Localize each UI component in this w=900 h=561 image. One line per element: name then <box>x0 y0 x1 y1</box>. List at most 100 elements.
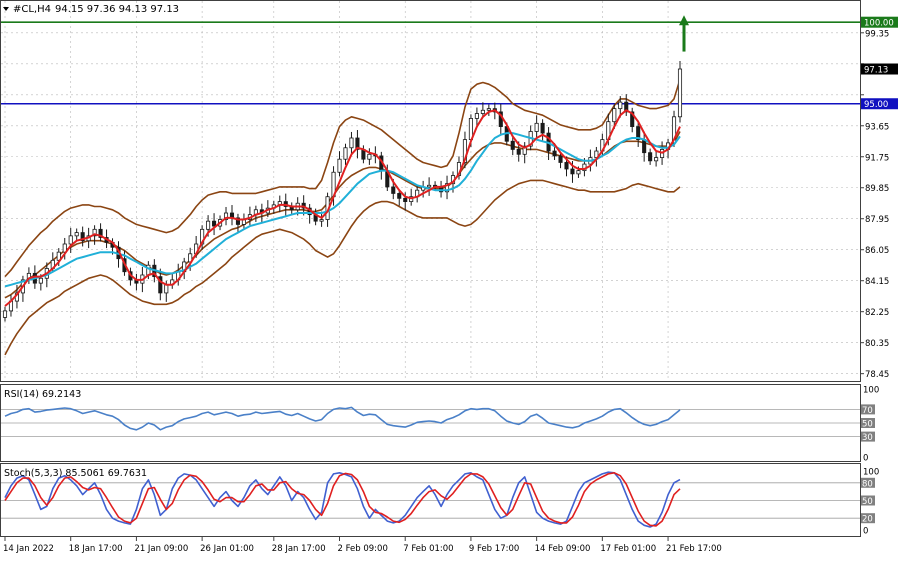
candle-bull <box>74 232 79 237</box>
price-tick-label: 86.05 <box>865 246 889 256</box>
candle-bear <box>642 139 647 154</box>
price-axis: 78.45 80.35 82.25 84.15 86.05 87.95 89.85 91.75… <box>860 16 898 380</box>
time-tick-label: 21 Jan 09:00 <box>134 544 188 554</box>
price-tick-label: 78.45 <box>865 370 889 380</box>
candle-bull <box>2 310 8 318</box>
candle-bull <box>654 157 659 162</box>
time-tick-label: 17 Feb 01:00 <box>600 544 656 554</box>
candle-bull <box>677 68 683 118</box>
price-tick-label: 84.15 <box>865 277 889 287</box>
candle-bull <box>618 101 623 110</box>
candle-bull <box>319 219 324 222</box>
price-level-tag <box>861 16 898 28</box>
time-tick-label: 7 Feb 01:00 <box>403 544 453 554</box>
time-tick-label: 14 Jan 2022 <box>3 544 54 554</box>
candle-bull <box>146 264 151 276</box>
candle-bear <box>636 126 641 141</box>
osc-tick-label: 70 <box>862 406 873 416</box>
candle-bull <box>486 108 491 111</box>
candle-bull <box>462 139 467 163</box>
main-pane[interactable] <box>0 0 861 382</box>
bollinger-upper-line <box>4 79 681 278</box>
candle-bull <box>474 113 479 119</box>
time-tick-label: 26 Jan 01:00 <box>200 544 254 554</box>
candle-bear <box>158 276 163 294</box>
time-tick-label: 28 Jan 17:00 <box>272 544 326 554</box>
rsi-indicator: 100 70 50 30 0 <box>1 386 879 464</box>
candle-bull <box>206 220 211 230</box>
stoch-title: Stoch(5,3,3) 85.5061 69.7631 <box>4 468 147 479</box>
candle-bear <box>630 111 635 127</box>
candle-bear <box>564 162 569 170</box>
ma-fast-line <box>4 109 681 307</box>
candle-bull <box>223 212 229 220</box>
price-tick-label: 93.65 <box>865 122 889 132</box>
price-tick-label: 99.35 <box>865 29 889 39</box>
candle-bear <box>212 220 217 227</box>
candle-bear <box>558 155 563 163</box>
ma-slow-line <box>4 132 681 288</box>
candle-bull <box>522 145 527 155</box>
candle-bear <box>98 228 103 238</box>
osc-tick-label: 0 <box>863 454 868 464</box>
osc-series-line <box>4 471 681 528</box>
time-tick-label: 18 Jan 17:00 <box>69 544 123 554</box>
osc-level-tag <box>861 404 875 415</box>
candle-bear <box>397 193 402 199</box>
candle-bear <box>624 101 629 113</box>
candle-bear <box>355 137 360 150</box>
osc-tick-label: 30 <box>862 433 873 443</box>
candle-bull <box>367 153 372 160</box>
osc-level-tag <box>861 418 875 428</box>
osc-tick-label: 100 <box>863 468 879 478</box>
main-levels <box>1 21 860 105</box>
candle-bull <box>576 170 581 175</box>
candle-bull <box>337 158 342 173</box>
time-tick-label: 21 Feb 17:00 <box>666 544 722 554</box>
candle-bear <box>552 150 557 157</box>
price-tick-label: 91.75 <box>865 153 889 163</box>
osc-tick-label: 0 <box>863 527 868 537</box>
ohlc-values: 94.15 97.36 94.13 97.13 <box>55 4 179 15</box>
candle-bull <box>164 284 169 294</box>
rsi-title: RSI(14) 69.2143 <box>4 389 81 400</box>
time-tick-label: 2 Feb 09:00 <box>338 544 388 554</box>
main-grid <box>1 1 860 381</box>
symbol-label: #CL,H4 <box>13 4 51 15</box>
osc-tick-label: 100 <box>863 386 879 396</box>
bollinger-lower-line <box>4 179 681 356</box>
price-tick-label: 82.25 <box>865 308 889 318</box>
candle-bear <box>80 232 85 242</box>
candle-bear <box>510 140 515 150</box>
time-axis: 14 Jan 2022 18 Jan 17:00 21 Jan 09:00 26 Ja… <box>3 537 722 554</box>
price-level-label: 100.00 <box>864 19 894 29</box>
candle-bear <box>570 168 575 175</box>
candle-bull <box>444 183 450 193</box>
candle-bull <box>480 109 485 114</box>
arrow-annotation <box>679 15 689 52</box>
candle-bear <box>648 152 653 162</box>
candle-bull <box>343 147 348 160</box>
time-tick-label: 9 Feb 17:00 <box>469 544 519 554</box>
current-price-tag <box>861 63 898 75</box>
current-price-label: 97.13 <box>864 66 888 76</box>
candle-bull <box>349 137 354 149</box>
osc-tick-label: 80 <box>862 479 873 489</box>
triangle-down-icon[interactable] <box>3 7 9 11</box>
price-tick-label: 80.35 <box>865 339 889 349</box>
price-level-label: 95.00 <box>864 100 888 110</box>
candles <box>2 61 683 322</box>
candle-bull <box>534 122 539 132</box>
candle-bear <box>403 197 408 203</box>
candle-bull <box>612 108 617 123</box>
candle-bull <box>427 184 432 188</box>
osc-series-line <box>4 406 681 431</box>
price-tick-label: 87.95 <box>865 215 889 225</box>
time-tick-label: 14 Feb 09:00 <box>535 544 591 554</box>
osc-level-tag <box>861 495 875 506</box>
bollinger-bands <box>4 79 681 356</box>
price-level-tag <box>861 98 898 110</box>
